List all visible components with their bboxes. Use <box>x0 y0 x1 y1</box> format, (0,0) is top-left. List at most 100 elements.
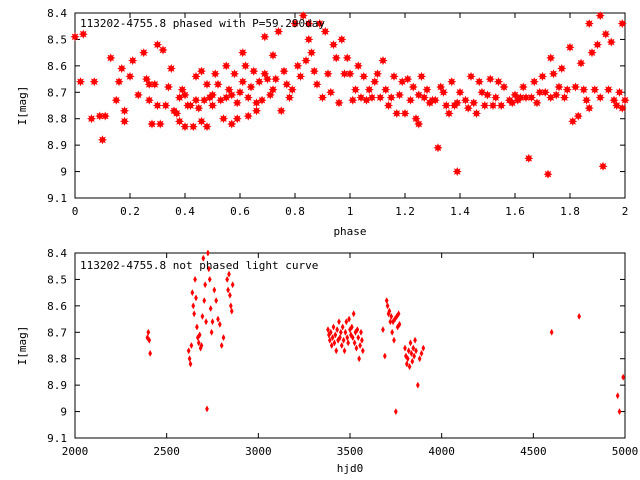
unphased-data-point <box>326 326 330 334</box>
phased-data-point <box>290 19 300 29</box>
unphased-data-point <box>210 318 215 326</box>
unphased-data-point <box>199 341 204 350</box>
phased-data-point <box>196 116 207 126</box>
phased-data-point <box>364 85 374 95</box>
phased-data-point <box>229 69 240 79</box>
unphased-data-point <box>186 347 191 355</box>
phased-data-point <box>389 71 399 81</box>
unphased-data-point <box>421 344 426 352</box>
phased-data-point <box>430 95 440 105</box>
phased-data-point <box>436 82 446 92</box>
phased-data-point <box>268 50 278 60</box>
phased-y-tick-label: 8.4 <box>47 7 67 20</box>
unphased-x-tick-label: 5000 <box>612 445 639 458</box>
unphased-data-point <box>346 339 351 347</box>
unphased-y-tick-label: 9 <box>60 406 67 419</box>
phased-data-point <box>337 34 347 44</box>
unphased-data-point <box>221 334 226 342</box>
unphased-data-point <box>615 392 620 400</box>
phased-data-point <box>576 58 586 68</box>
phased-data-point <box>469 98 479 108</box>
phased-data-point <box>271 74 281 84</box>
phased-data-point <box>224 85 234 95</box>
phased-data-point <box>235 87 245 97</box>
phased-data-point <box>529 77 539 87</box>
unphased-data-point <box>617 408 622 416</box>
phased-data-point <box>386 93 396 103</box>
phased-data-point <box>238 77 248 87</box>
phased-data-point <box>221 61 231 71</box>
phased-data-point <box>573 111 583 121</box>
phased-data-point <box>334 98 344 108</box>
phased-data-point <box>260 69 270 79</box>
unphased-data-point <box>360 336 364 344</box>
unphased-data-point <box>338 328 343 336</box>
phased-data-point <box>163 82 174 92</box>
unphased-data-point <box>338 334 342 342</box>
phased-data-point <box>361 95 372 105</box>
phased-data-point <box>496 100 506 111</box>
phased-data-point <box>444 108 454 118</box>
unphased-data-point <box>417 355 422 363</box>
phased-data-point <box>592 40 603 50</box>
phased-data-point <box>306 48 317 58</box>
phased-x-tick-label: 1 <box>347 205 354 218</box>
phased-data-point <box>243 93 253 103</box>
unphased-x-axis-label: hjd0 <box>337 462 364 475</box>
unphased-data-point <box>204 318 208 326</box>
phased-chart-panel: 0 0.2 0.4 0.6 0.8 1 1.2 1.4 1.6 1.8 2 8.4 8.5 8.6 8.7… <box>16 7 630 238</box>
unphased-data-point <box>345 334 350 342</box>
unphased-data-point <box>331 323 336 331</box>
phased-data-point <box>265 90 275 100</box>
unphased-data-point <box>385 302 390 310</box>
unphased-data-point <box>217 320 222 328</box>
unphased-data-point <box>393 408 398 416</box>
unphased-y-tick-label: 9.1 <box>47 432 67 445</box>
unphased-data-point <box>194 294 198 302</box>
phased-data-point <box>191 95 201 105</box>
phased-x-tick-label: 2 <box>622 205 629 218</box>
unphased-data-point <box>334 347 339 355</box>
unphased-data-point <box>414 347 418 355</box>
phased-data-point <box>455 87 465 97</box>
phased-data-point <box>414 90 424 100</box>
unphased-data-point <box>195 323 199 331</box>
unphased-data-point <box>329 341 334 350</box>
unphased-data-point <box>206 249 210 257</box>
phased-data-point <box>293 61 303 71</box>
phased-data-point <box>262 74 273 84</box>
phased-y-tick-label: 9 <box>60 166 67 179</box>
phased-y-tick-label: 9.1 <box>47 192 67 205</box>
phased-data-point <box>521 93 531 103</box>
phased-data-point <box>295 71 306 81</box>
phased-data-point <box>111 95 121 105</box>
unphased-data-point <box>351 310 356 318</box>
phased-data-point <box>254 77 264 87</box>
unphased-data-point <box>411 344 416 352</box>
phased-data-point <box>403 74 413 84</box>
unphased-data-point <box>191 302 196 310</box>
unphased-data-point <box>216 315 220 323</box>
unphased-y-tick-label: 8.8 <box>47 353 67 366</box>
phased-x-ticks: 0 0.2 0.4 0.6 0.8 1 1.2 1.4 1.6 1.8 2 <box>72 13 629 218</box>
phased-data-point <box>144 95 154 105</box>
phased-data-point <box>328 40 339 50</box>
phased-data-point <box>537 71 548 81</box>
phased-data-point <box>240 61 251 71</box>
unphased-x-tick-label: 3000 <box>245 445 272 458</box>
phased-data-point <box>383 100 394 111</box>
phased-data-point <box>125 71 135 81</box>
unphased-data-point <box>145 334 150 342</box>
unphased-data-point <box>201 254 206 262</box>
unphased-data-point <box>404 352 408 360</box>
unphased-data-point <box>207 275 212 283</box>
phased-data-point <box>546 93 556 103</box>
unphased-data-point <box>355 326 360 334</box>
phased-data-point <box>232 98 242 108</box>
phased-data-point <box>304 19 314 29</box>
unphased-data-point <box>332 339 337 347</box>
unphased-data-point <box>337 318 341 326</box>
phased-x-tick-label: 0.8 <box>285 205 305 218</box>
unphased-data-point <box>209 328 214 336</box>
